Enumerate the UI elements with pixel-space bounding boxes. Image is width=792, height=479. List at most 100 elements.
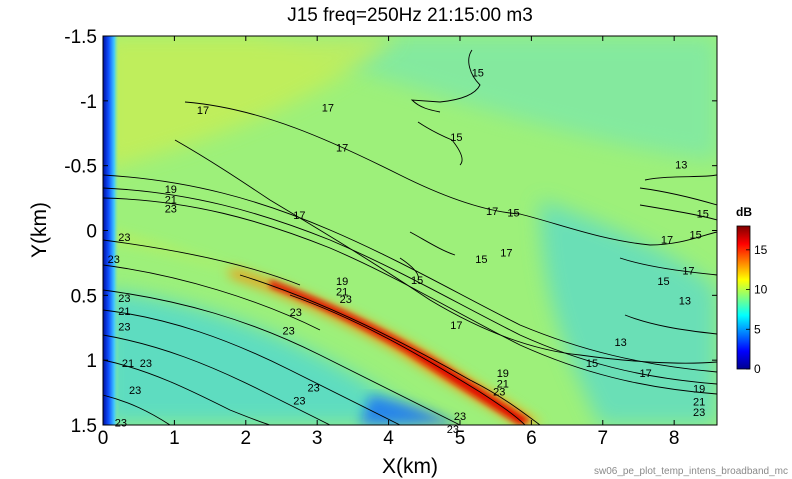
contour-label: 19 (165, 184, 177, 196)
y-tick-label: 0 (86, 222, 97, 243)
contour-line (103, 359, 271, 425)
y-axis: -1.5 -1 -0.5 0 0.5 1 1.5 (64, 27, 717, 437)
contour-label: 17 (293, 210, 305, 222)
contour-label: 23 (307, 382, 319, 394)
y-axis-label: Y(km) (28, 202, 51, 258)
contour-label: 23 (283, 325, 295, 337)
contour-line (103, 187, 717, 385)
colorbar-tick-label: 5 (754, 322, 761, 336)
contour-label: 17 (450, 320, 462, 332)
contour-label: 23 (693, 407, 705, 419)
contour-label: 17 (197, 105, 209, 117)
contour-label: 15 (475, 254, 487, 266)
x-tick-label: 7 (597, 428, 608, 449)
contour-label: 17 (322, 102, 334, 114)
colorbar-label: dB (736, 205, 752, 219)
x-tick-label: 1 (169, 428, 180, 449)
contour-line (103, 309, 401, 425)
contour-label: 15 (586, 358, 598, 370)
contour-label: 23 (129, 385, 141, 397)
contour-line (103, 197, 717, 395)
heatmap-field (103, 36, 717, 425)
x-tick-label: 5 (455, 428, 466, 449)
contour-label: 23 (340, 294, 352, 306)
contour-label: 17 (500, 248, 512, 260)
contour-label: 23 (293, 395, 305, 407)
contour-lines (103, 49, 717, 425)
contour-label: 23 (118, 232, 130, 244)
contour-line (239, 274, 541, 425)
contour-line (410, 49, 481, 113)
contour-label: 23 (447, 424, 459, 436)
contour-label: 21 (497, 379, 509, 391)
contour-label: 15 (450, 132, 462, 144)
contour-label: 15 (472, 67, 484, 79)
contour-label: 23 (108, 254, 120, 266)
contour-label: 17 (486, 206, 498, 218)
contour-label: 17 (661, 235, 673, 247)
contour-label: 15 (507, 207, 519, 219)
contour-line (417, 121, 463, 166)
y-tick-label: -1.5 (64, 27, 97, 48)
contour-line (174, 139, 717, 364)
contour-line (103, 289, 461, 425)
contour-label: 23 (165, 203, 177, 215)
contour-line (624, 314, 717, 335)
contour-label: 15 (657, 276, 669, 288)
contour-line (639, 204, 717, 221)
contour-label: 15 (689, 229, 701, 241)
chart-title: J15 freq=250Hz 21:15:00 m3 (287, 5, 533, 26)
contour-label: 19 (497, 368, 509, 380)
contour-label: 15 (697, 209, 709, 221)
contour-label: 19 (336, 276, 348, 288)
contour-label: 21 (122, 358, 134, 370)
contour-line (184, 101, 717, 246)
colorbar-ticks: 0 5 10 15 (746, 243, 768, 376)
x-tick-label: 3 (312, 428, 323, 449)
y-tick-label: -0.5 (64, 157, 97, 178)
contour-label: 23 (140, 358, 152, 370)
x-tick-label: 0 (98, 428, 109, 449)
x-tick-label: 8 (669, 428, 680, 449)
contour-label: 17 (336, 143, 348, 155)
field-upper-cyan (103, 36, 717, 160)
contour-label: 15 (411, 275, 423, 287)
y-tick-label: -1 (80, 92, 97, 113)
colorbar: dB 0 5 10 15 (736, 205, 768, 376)
field-source-edge (103, 36, 119, 425)
contour-label: 23 (290, 307, 302, 319)
contour-label: 13 (614, 337, 626, 349)
colorbar-tick-label: 15 (754, 243, 768, 257)
contour-label: 17 (682, 266, 694, 278)
field-upper-left-yellow (103, 36, 400, 170)
colorbar-tick-label: 10 (754, 283, 768, 297)
contour-line (103, 239, 321, 331)
contour-labels: 15 15 17 17 17 17 17 15 17 15 15 17 13 15 17 15 17 15 13 13… (108, 67, 709, 436)
contour-label: 21 (165, 194, 177, 206)
contour-line (289, 294, 526, 425)
field-hot-band-core (270, 280, 530, 425)
contour-line (619, 257, 717, 276)
colorbar-tick-label: 0 (754, 362, 761, 376)
contour-label: 21 (336, 286, 348, 298)
x-tick-label: 4 (383, 428, 394, 449)
contour-label: 21 (118, 306, 130, 318)
contour-label: 23 (454, 411, 466, 423)
contour-label: 13 (675, 159, 687, 171)
contour-label: 19 (693, 384, 705, 396)
x-tick-label: 2 (241, 428, 252, 449)
field-right-cyan (540, 200, 717, 425)
contour-line (103, 334, 331, 425)
contour-label: 21 (693, 397, 705, 409)
contour-line (399, 231, 456, 281)
x-axis-label: X(km) (382, 455, 438, 478)
contour-label: 23 (493, 386, 505, 398)
contour-label: 23 (115, 417, 127, 429)
y-tick-label: 1 (86, 351, 97, 372)
colorbar-scale (736, 225, 751, 370)
x-tick-label: 6 (526, 428, 537, 449)
y-tick-label: 0.5 (71, 286, 97, 307)
footer-filename: sw06_pe_plot_temp_intens_broadband_mc (594, 466, 788, 477)
